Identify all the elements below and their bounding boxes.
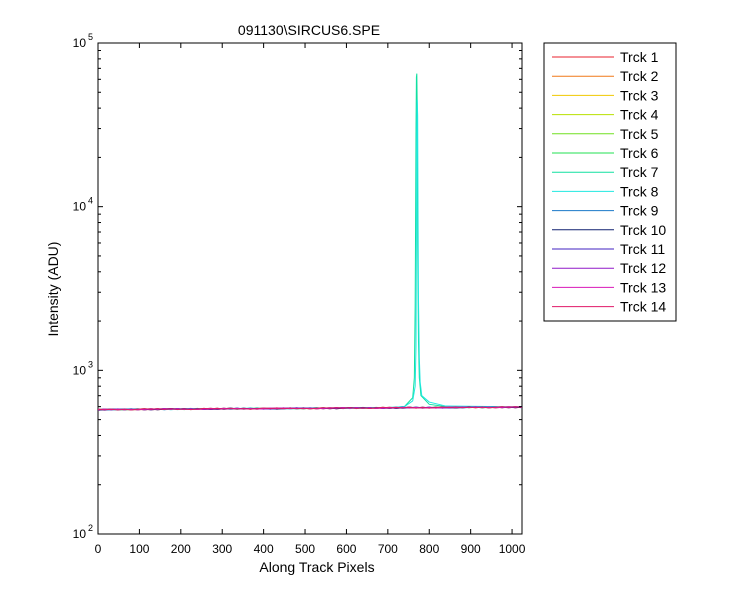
x-tick-label: 1000 — [499, 542, 526, 556]
plot-area — [97, 42, 523, 535]
legend-label-5: Trck 5 — [620, 126, 659, 142]
y-tick-exponent: 5 — [88, 32, 93, 42]
legend: Trck 1 Trck 2 Trck 3 Trck 4 Trck 5 Trck 6 Trck… — [543, 42, 677, 322]
legend-label-3: Trck 3 — [620, 87, 659, 103]
x-tick-label: 400 — [254, 542, 274, 556]
legend-label-14: Trck 14 — [620, 299, 666, 315]
x-tick-label: 800 — [419, 542, 439, 556]
legend-label-13: Trck 13 — [620, 279, 666, 295]
legend-box — [543, 42, 677, 322]
legend-label-9: Trck 9 — [620, 203, 659, 219]
y-tick-exponent: 3 — [88, 359, 93, 369]
y-tick-label: 10 — [73, 527, 87, 541]
legend-label-7: Trck 7 — [620, 164, 659, 180]
y-tick-exponent: 2 — [88, 523, 93, 533]
legend-label-8: Trck 8 — [620, 183, 659, 199]
x-tick-label: 700 — [378, 542, 398, 556]
x-axis-label: Along Track Pixels — [259, 559, 374, 575]
y-axis-label: Intensity (ADU) — [45, 242, 61, 337]
x-tick-label: 0 — [95, 542, 102, 556]
y-tick-exponent: 4 — [88, 196, 93, 206]
x-axis: 0 100 200 300 400 500 600 700 800 900 1000 — [95, 43, 526, 556]
y-tick-label: 10 — [73, 363, 87, 377]
legend-label-10: Trck 10 — [620, 222, 666, 238]
legend-label-6: Trck 6 — [620, 145, 659, 161]
legend-label-2: Trck 2 — [620, 68, 659, 84]
x-tick-label: 200 — [171, 542, 191, 556]
x-tick-label: 100 — [129, 542, 149, 556]
x-tick-label: 900 — [461, 542, 481, 556]
y-tick-label: 10 — [73, 200, 87, 214]
chart-title: 091130\SIRCUS6.SPE — [238, 22, 380, 38]
legend-label-4: Trck 4 — [620, 107, 659, 123]
legend-label-1: Trck 1 — [620, 49, 659, 65]
legend-label-11: Trck 11 — [620, 241, 665, 257]
x-tick-label: 500 — [295, 542, 315, 556]
series-line-14 — [98, 406, 522, 411]
legend-label-12: Trck 12 — [620, 260, 666, 276]
series-layer — [98, 73, 522, 411]
y-tick-label: 10 — [73, 36, 87, 50]
x-tick-label: 300 — [212, 542, 232, 556]
x-tick-label: 600 — [336, 542, 356, 556]
